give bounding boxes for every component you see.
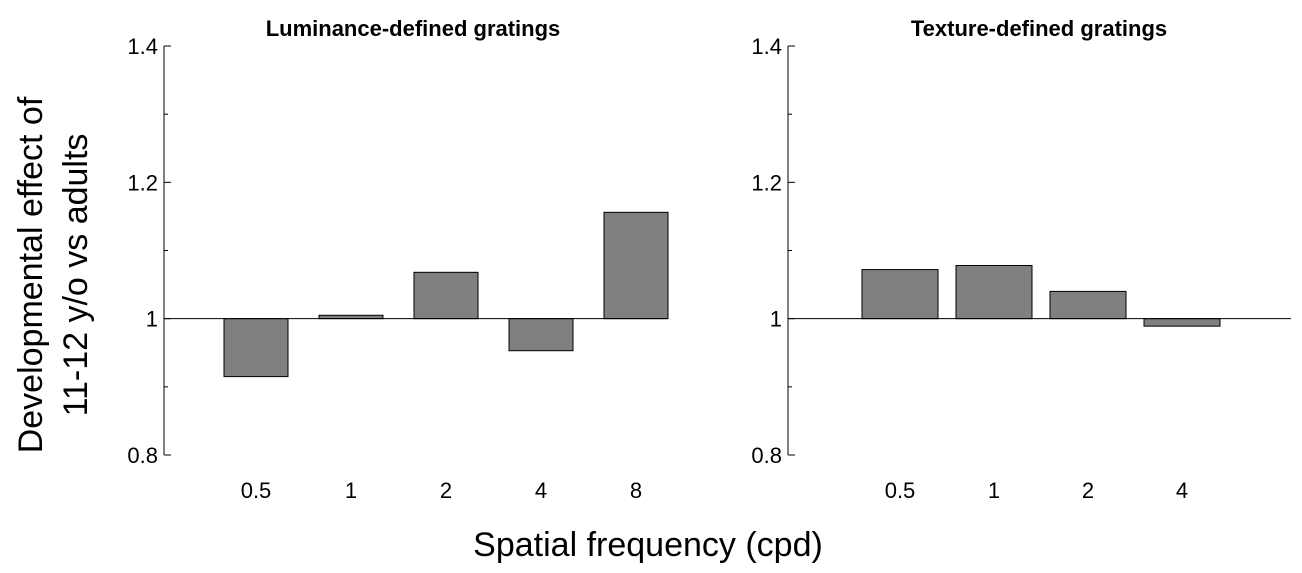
y-tick-label: 1.2 xyxy=(127,170,158,195)
x-tick-label: 1 xyxy=(345,478,357,503)
y-tick-label: 1.4 xyxy=(751,34,782,59)
y-axis-title: Developmental effect of 11-12 y/o vs adu… xyxy=(12,96,95,453)
bar-2 xyxy=(413,271,479,320)
y-tick-label: 1 xyxy=(770,307,782,332)
y-tick-label: 1.4 xyxy=(127,34,158,59)
bar-4 xyxy=(508,318,574,352)
panel-title: Luminance-defined gratings xyxy=(266,16,561,41)
x-axis-title: Spatial frequency (cpd) xyxy=(473,526,823,564)
x-tick-label: 1 xyxy=(988,478,1000,503)
bar-1 xyxy=(955,264,1033,320)
y-axis-title-line2: 11-12 y/o vs adults xyxy=(57,134,95,417)
bar-8 xyxy=(603,211,669,320)
x-tick-label: 0.5 xyxy=(241,478,272,503)
panel-texture: Texture-defined gratings 0.8 1 1.2 1.4 0.5 1 2 4 xyxy=(751,16,1291,503)
x-tick-label: 8 xyxy=(630,478,642,503)
bar-1 xyxy=(318,314,384,320)
y-tick-label: 1 xyxy=(146,307,158,332)
x-tick-label: 2 xyxy=(1082,478,1094,503)
bar-0_5 xyxy=(223,318,289,378)
bar-4 xyxy=(1143,318,1221,327)
panel-luminance: Luminance-defined gratings 0.8 1 1.2 1.4 0.5 1… xyxy=(127,16,669,503)
bar-0_5 xyxy=(861,269,939,320)
y-tick-label: 0.8 xyxy=(127,443,158,468)
y-tick-label: 0.8 xyxy=(751,443,782,468)
bar-2 xyxy=(1049,290,1127,320)
x-tick-label: 0.5 xyxy=(885,478,916,503)
x-tick-label: 4 xyxy=(1176,478,1188,503)
y-tick-label: 1.2 xyxy=(751,170,782,195)
x-tick-label: 4 xyxy=(535,478,547,503)
x-tick-label: 2 xyxy=(440,478,452,503)
y-axis-title-line1: Developmental effect of xyxy=(12,96,50,453)
panel-title: Texture-defined gratings xyxy=(911,16,1167,41)
